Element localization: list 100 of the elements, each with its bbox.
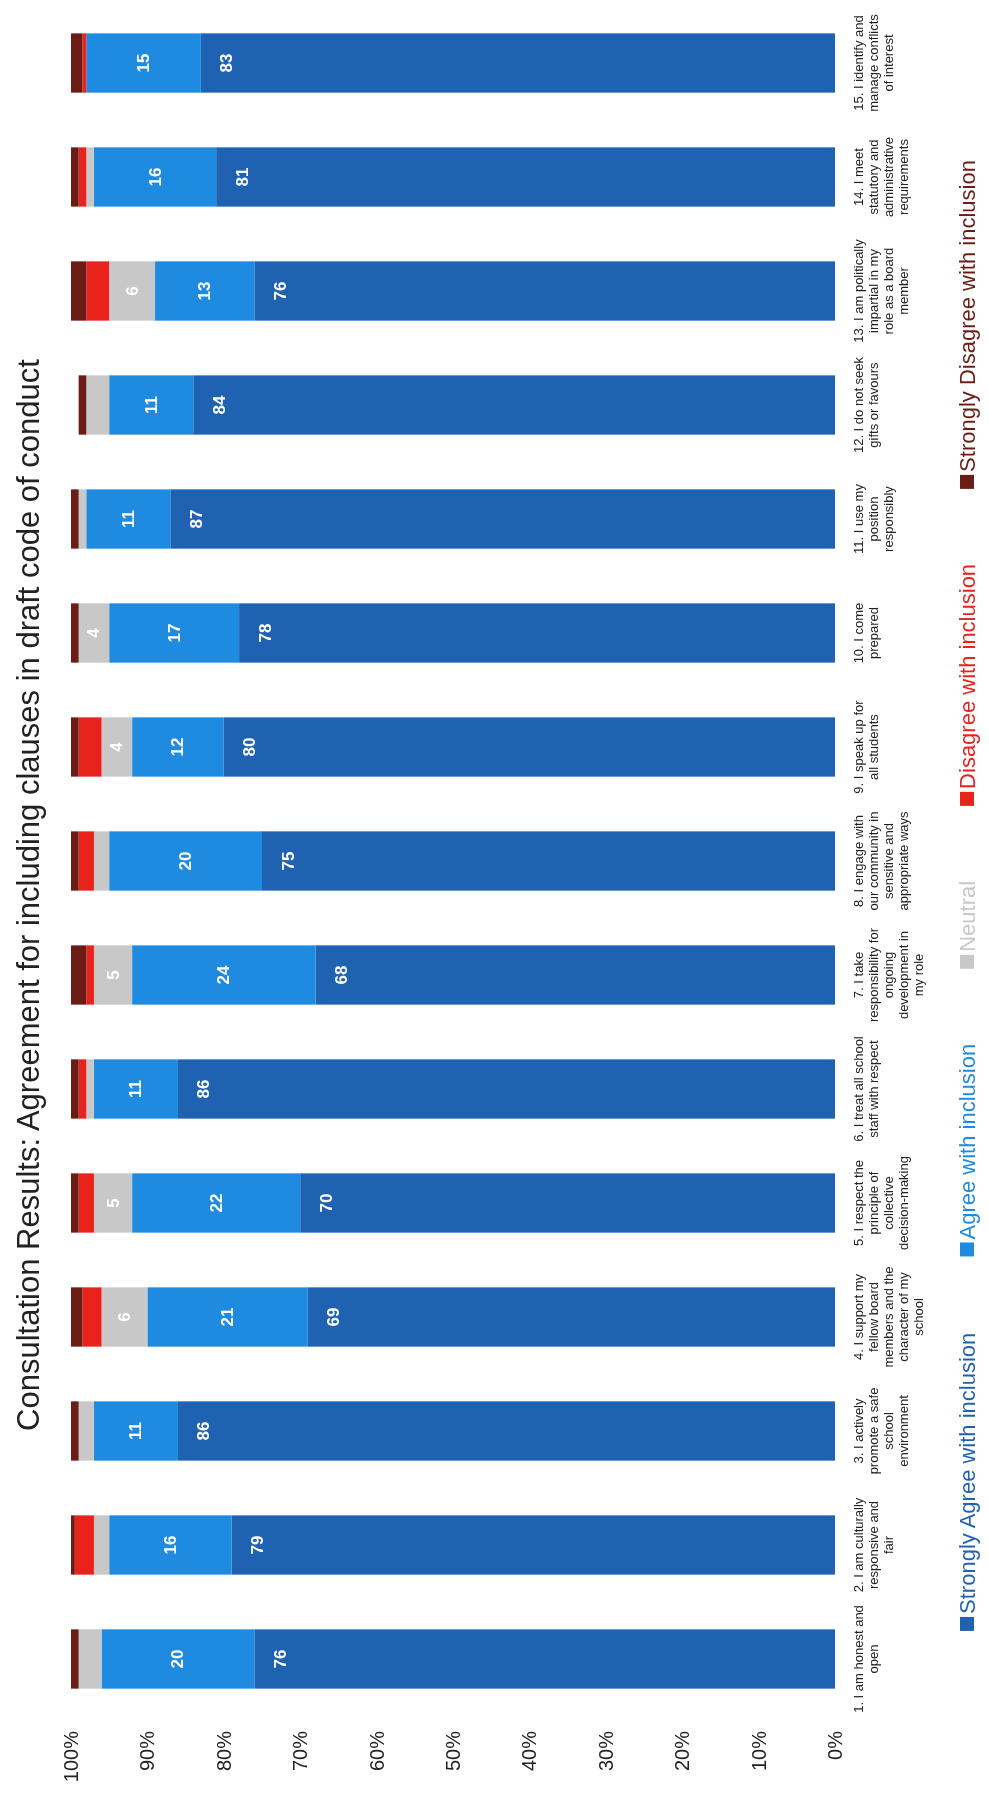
text: Strongly Disagree with inclusion [954, 160, 980, 472]
bar [71, 945, 87, 1005]
bar [71, 489, 79, 549]
x-tick-label: 0% [824, 1730, 846, 1760]
data-label: 84 [209, 395, 229, 415]
bar [86, 375, 110, 435]
data-label: 81 [232, 167, 252, 187]
bar [93, 831, 110, 891]
y-tick-label: 4. I support my fellow board members and the character of my school [851, 1266, 926, 1368]
data-label: 87 [186, 509, 206, 529]
y-tick-label: 7. I take responsibility for ongoing development in my role [851, 927, 926, 1022]
y-tick-label: 6. I treat all school staff with respect [851, 1036, 881, 1142]
bar [93, 945, 133, 1005]
y-tick-label: 13. I am politically impartial in my role as a board member [851, 238, 911, 343]
y-tick-label: 12. I do not seek gifts or favours [851, 356, 881, 454]
data-label: 11 [126, 1080, 146, 1098]
bar [71, 1629, 79, 1689]
data-label: 80 [240, 737, 260, 757]
bar [78, 831, 94, 891]
bar [239, 603, 835, 663]
data-label: 86 [194, 1079, 214, 1099]
bar [101, 1629, 255, 1689]
bar [216, 147, 835, 207]
bar [132, 1173, 301, 1233]
data-label: 12 [168, 737, 188, 757]
data-label: 69 [324, 1307, 344, 1327]
data-label: 17 [164, 623, 184, 643]
data-label: 70 [316, 1193, 336, 1213]
bar [86, 147, 94, 207]
x-tick-label: 80% [212, 1730, 235, 1772]
bar [78, 375, 87, 435]
data-label: 68 [331, 965, 351, 985]
bar [101, 717, 133, 777]
bar [177, 1401, 835, 1461]
bar [78, 147, 87, 207]
bar [177, 1059, 835, 1119]
bar [109, 261, 156, 321]
data-label: 11 [141, 396, 161, 414]
bar [74, 1515, 94, 1575]
bar [78, 1629, 102, 1689]
bar [307, 1287, 835, 1347]
bar [132, 945, 316, 1005]
bar [71, 261, 87, 321]
bar [254, 1629, 835, 1689]
data-label: 24 [214, 965, 234, 985]
x-tick-label: 20% [671, 1730, 694, 1772]
y-tick-label: 8. I engage with our community in sensitive and appropriate ways [851, 811, 911, 911]
bar [78, 717, 102, 777]
x-tick-label: 50% [442, 1730, 464, 1772]
bar [254, 261, 835, 321]
data-label: 76 [270, 281, 290, 301]
bar [78, 1059, 87, 1119]
bar [82, 1287, 102, 1347]
data-label: 16 [160, 1535, 180, 1555]
bar [93, 1059, 178, 1119]
data-label: 16 [145, 167, 165, 187]
data-label: 15 [134, 53, 154, 73]
bar [170, 489, 835, 549]
data-label: 11 [126, 1422, 146, 1440]
bar [78, 489, 87, 549]
bar [71, 603, 79, 663]
y-tick-label: 3. I actively promote a safe school environment [851, 1387, 911, 1475]
x-tick-label: 70% [289, 1730, 312, 1772]
text: Strongly Agree with inclusion [954, 1332, 980, 1614]
y-tick-label: 1. I am honest and open [851, 1605, 881, 1713]
data-label: 20 [168, 1649, 188, 1669]
bar [71, 1173, 79, 1233]
data-label: 11 [118, 510, 138, 528]
bar [86, 261, 110, 321]
x-tick-label: 30% [594, 1730, 617, 1772]
data-label: 78 [255, 623, 275, 643]
bar [262, 831, 835, 891]
text: Agree with inclusion [954, 1043, 980, 1240]
x-tick-label: 60% [365, 1730, 388, 1772]
bar [71, 1287, 83, 1347]
bar [223, 717, 835, 777]
bar [71, 1059, 79, 1119]
bar [82, 33, 87, 93]
bar [200, 33, 835, 93]
data-label: 21 [218, 1307, 238, 1327]
bar [147, 1287, 308, 1347]
text: Consultation Results: Agreement for including clauses in draft code of conduct [11, 358, 46, 1431]
bar [71, 831, 79, 891]
data-label: 22 [206, 1193, 226, 1213]
x-tick-label: 90% [136, 1730, 159, 1772]
data-label: 76 [270, 1649, 290, 1669]
bar [231, 1515, 835, 1575]
bar [78, 1173, 94, 1233]
data-label: 20 [176, 851, 196, 871]
bar [93, 147, 217, 207]
y-tick-label: 10. I come prepared [851, 602, 881, 664]
bar [93, 1515, 110, 1575]
bar [71, 33, 83, 93]
y-tick-label: 5. I respect the principle of collective decision-making [851, 1156, 911, 1250]
y-tick-label: 11. I use my position responsibly [851, 483, 896, 554]
bar [101, 1287, 148, 1347]
data-label: 86 [194, 1421, 214, 1441]
bar [86, 1059, 94, 1119]
bar [315, 945, 835, 1005]
bar [86, 33, 201, 93]
